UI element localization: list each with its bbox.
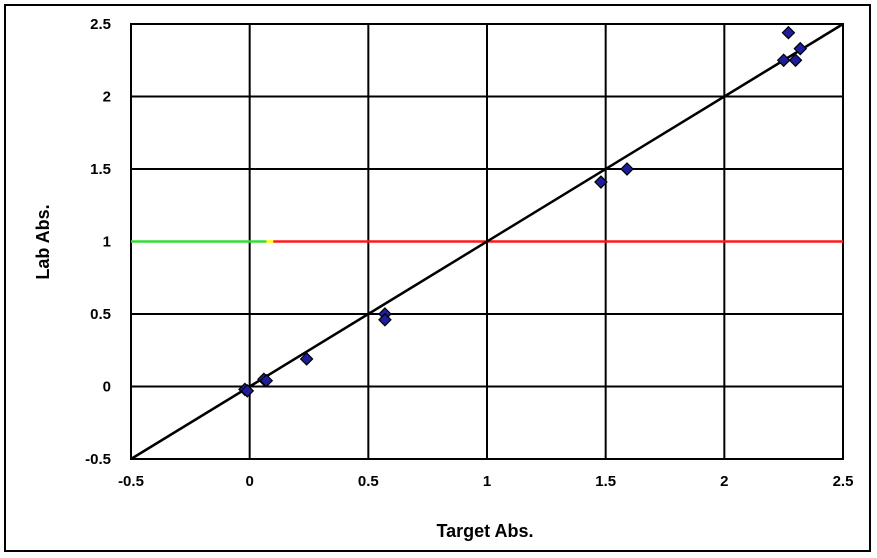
y-tick-label: 0.5: [90, 306, 111, 323]
x-tick-label: 0: [245, 473, 253, 490]
y-tick-label: -0.5: [85, 451, 111, 468]
data-point: [594, 175, 608, 189]
data-points: [238, 25, 808, 398]
y-tick-label: 2: [103, 89, 111, 106]
data-point: [240, 384, 255, 398]
data-point: [776, 53, 791, 68]
y-tick-labels: -0.5 0 0.5 1 1.5 2 2.5: [85, 16, 111, 468]
data-point: [788, 53, 803, 68]
x-tick-label: 1.5: [595, 473, 616, 490]
data-point: [620, 162, 634, 176]
data-point: [299, 352, 314, 366]
x-tick-label: -0.5: [118, 473, 144, 490]
x-axis-title: Target Abs.: [436, 521, 533, 541]
data-point: [793, 41, 808, 56]
y-tick-label: 2.5: [90, 16, 111, 33]
x-tick-label: 0.5: [358, 473, 379, 490]
x-tick-label: 2.5: [833, 473, 854, 490]
data-point: [378, 312, 392, 327]
x-tick-label: 2: [720, 473, 728, 490]
data-point: [781, 25, 796, 40]
y-tick-label: 1.5: [90, 161, 111, 178]
x-tick-labels: -0.5 0 0.5 1 1.5 2 2.5: [118, 473, 853, 490]
y-axis-title: Lab Abs.: [33, 204, 53, 279]
y-tick-label: 1: [103, 234, 111, 251]
y-tick-label: 0: [103, 379, 111, 396]
data-point: [259, 373, 274, 388]
x-tick-label: 1: [483, 473, 491, 490]
